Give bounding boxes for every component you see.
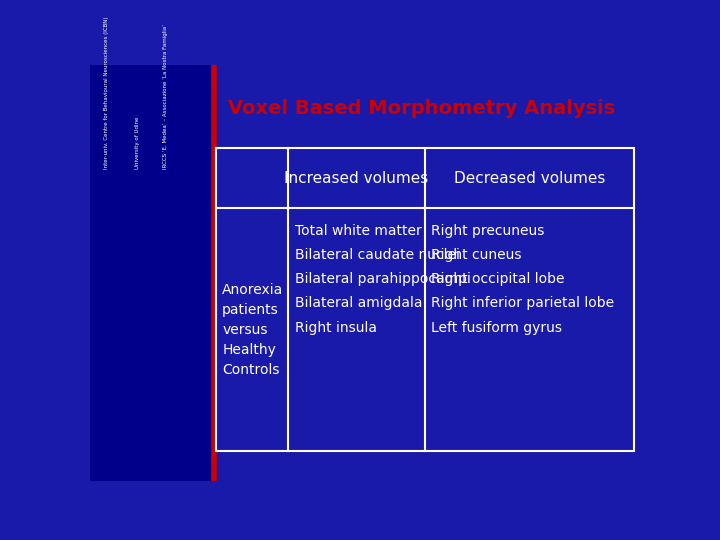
Text: Controls: Controls <box>222 363 280 377</box>
Text: Increased volumes: Increased volumes <box>284 171 428 186</box>
Text: Right inferior parietal lobe: Right inferior parietal lobe <box>431 296 615 310</box>
Text: Decreased volumes: Decreased volumes <box>454 171 605 186</box>
Text: Right occipital lobe: Right occipital lobe <box>431 272 565 286</box>
Text: Left fusiform gyrus: Left fusiform gyrus <box>431 321 562 335</box>
Text: Inter-univ. Centre for Behavioural Neurosciences (ICBN): Inter-univ. Centre for Behavioural Neuro… <box>104 16 109 168</box>
Text: Healthy: Healthy <box>222 343 276 357</box>
FancyBboxPatch shape <box>90 65 214 481</box>
Text: patients: patients <box>222 303 279 317</box>
Text: Voxel Based Morphometry Analysis: Voxel Based Morphometry Analysis <box>228 99 616 118</box>
Text: IRCCS ‘E. Medea’ – Associazione ‘La Nostra Famiglia’: IRCCS ‘E. Medea’ – Associazione ‘La Nost… <box>163 24 168 168</box>
Text: Total white matter: Total white matter <box>294 224 421 238</box>
Text: Right insula: Right insula <box>294 321 377 335</box>
Text: versus: versus <box>222 323 268 337</box>
Text: Bilateral amigdala: Bilateral amigdala <box>294 296 423 310</box>
Text: Bilateral caudate nuclei: Bilateral caudate nuclei <box>294 248 459 262</box>
Text: Right cuneus: Right cuneus <box>431 248 522 262</box>
Text: Anorexia: Anorexia <box>222 283 284 297</box>
Text: Right precuneus: Right precuneus <box>431 224 545 238</box>
Text: University of Udine: University of Udine <box>135 117 140 168</box>
Text: Bilateral parahippocampi: Bilateral parahippocampi <box>294 272 471 286</box>
